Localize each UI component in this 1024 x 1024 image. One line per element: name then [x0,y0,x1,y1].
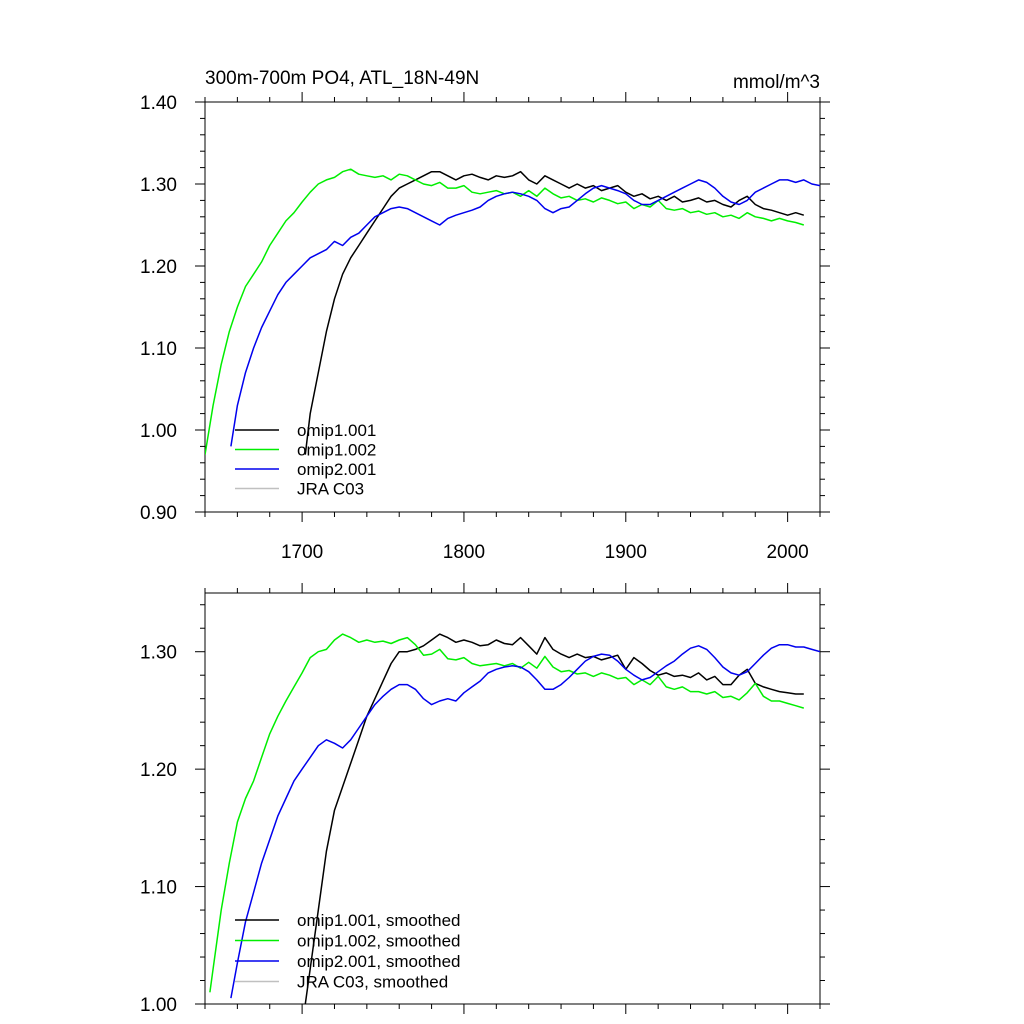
y-tick-label: 1.20 [140,760,177,781]
y-tick-label: 1.00 [140,995,177,1016]
series-line-omip2-001 [230,179,820,447]
y-tick-label: 1.10 [140,339,177,360]
series-line-omip1-002 [205,168,805,455]
series-line-omip2-001-smoothed [230,643,820,999]
legend-label: omip1.001 [297,421,376,440]
series-line-omip1-002-smoothed [209,633,805,993]
legend-label: omip1.002, smoothed [297,932,461,951]
legend: omip1.001, smoothed omip1.002, smoothedom… [235,911,461,992]
series-lines [209,633,820,1004]
legend-label: omip2.001 [297,460,376,479]
x-tick-label: 1900 [605,542,647,563]
y-tick-label: 1.30 [140,643,177,664]
y-tick-label: 0.90 [140,503,177,524]
y-tick-label: 1.20 [140,257,177,278]
series-line-omip1-001 [304,170,805,455]
y-tick-label: 1.30 [140,175,177,196]
series-line-omip1-001-smoothed [304,633,804,1004]
units-label: mmol/m^3 [733,72,820,93]
y-tick-label: 1.40 [140,93,177,114]
x-tick-label: 2000 [766,542,808,563]
x-tick-label: 1700 [281,542,323,563]
series-lines [205,168,820,455]
x-tick-label: 1800 [443,542,485,563]
plot-frame [204,101,821,513]
chart-title: 300m-700m PO4, ATL_18N-49N [205,68,479,89]
legend-label: JRA C03, smoothed [297,973,448,992]
y-tick-label: 1.10 [140,878,177,899]
y-tick-label: 1.00 [140,421,177,442]
legend-label: JRA C03 [297,480,364,499]
legend-label: omip1.002 [297,441,376,460]
plot-frame [204,592,821,1005]
legend-label: omip1.001, smoothed [297,911,461,930]
top-panel: 1700 1800 1900 2000 0.90 1.00 1.10 1.20 1.30 1.40… [140,68,830,563]
legend-label: omip2.001, smoothed [297,952,461,971]
